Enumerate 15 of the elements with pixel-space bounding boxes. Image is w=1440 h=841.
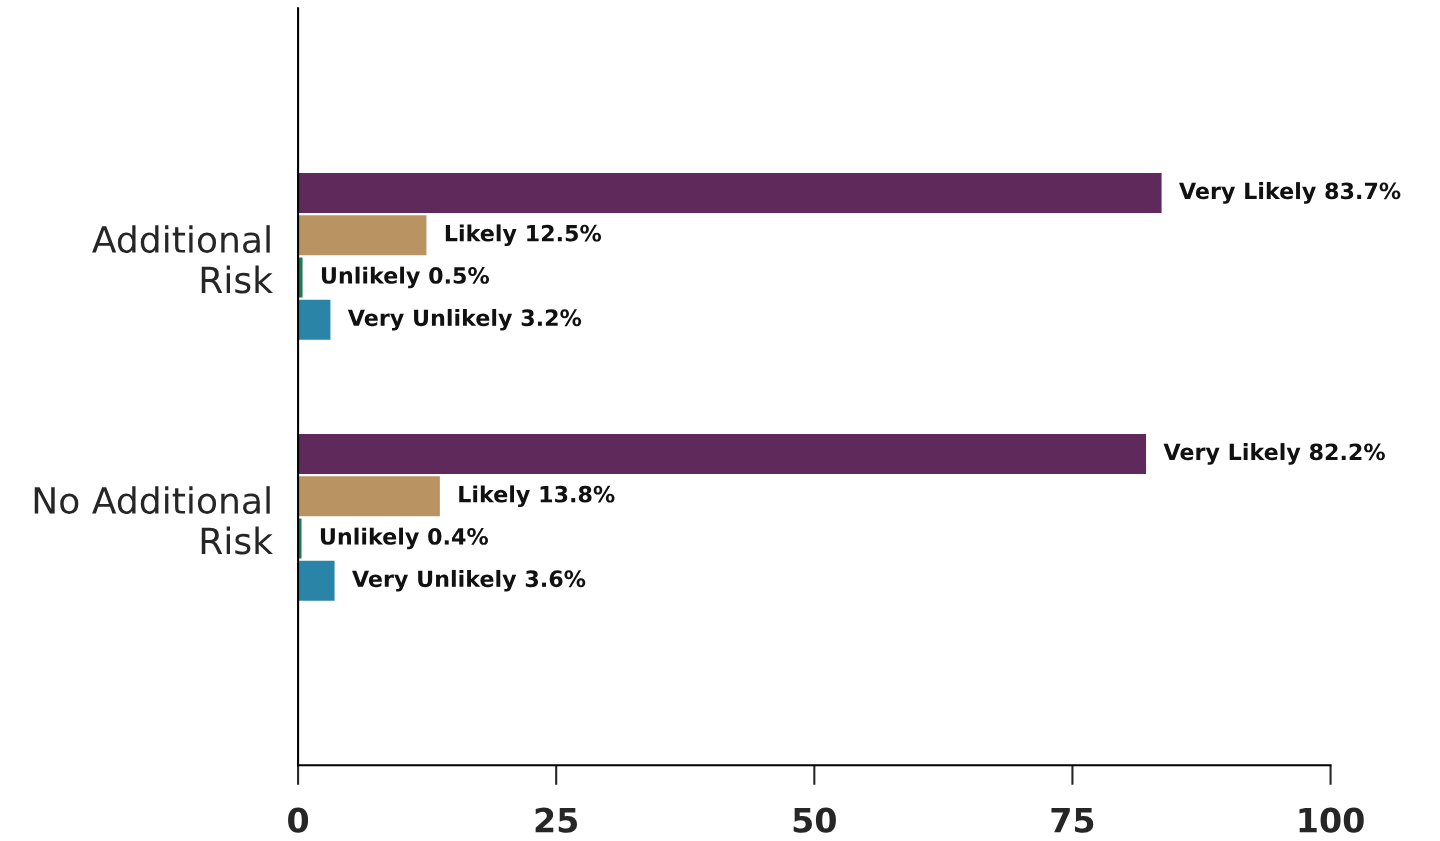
- x-tick-label: 75: [1051, 808, 1094, 833]
- text: Very Likely 82.2%: [1163, 443, 1385, 465]
- text: Unlikely 0.5%: [321, 266, 490, 289]
- text: Very Unlikely 3.2%: [347, 308, 582, 331]
- text: Very Unlikely 3.6%: [352, 569, 586, 592]
- text: Likely 13.8%: [459, 485, 615, 508]
- x-tick-label: 50: [793, 807, 836, 833]
- x-tick-label: 0: [288, 807, 309, 833]
- y-tick-label: Additional Risk: [92, 225, 273, 294]
- text: Likely 12.5%: [445, 224, 602, 247]
- y-tick-label: No Additional Risk: [34, 486, 273, 555]
- text: Very Likely 83.7%: [1179, 182, 1401, 204]
- text: Unlikely 0.4%: [320, 527, 489, 550]
- x-tick-label: 25: [535, 807, 578, 833]
- x-tick-label: 100: [1299, 807, 1364, 833]
